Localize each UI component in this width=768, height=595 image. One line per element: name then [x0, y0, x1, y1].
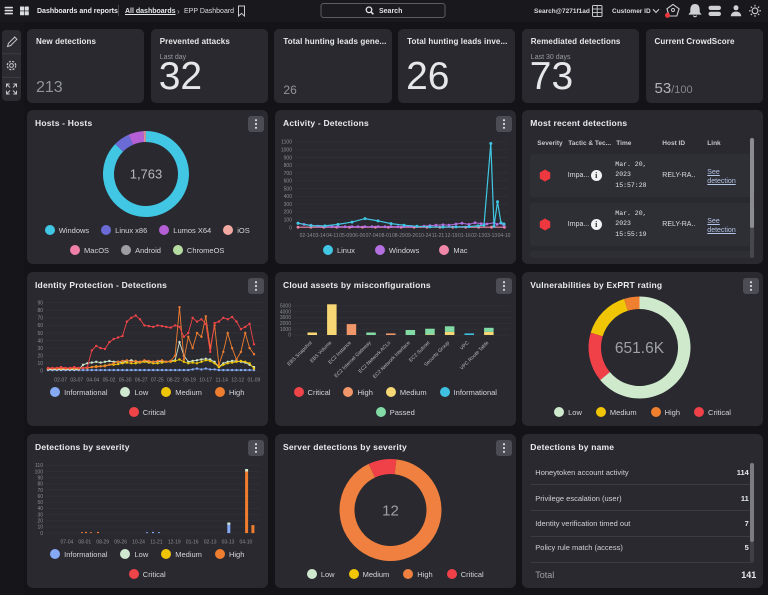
svg-text:02-13: 02-13: [204, 540, 217, 546]
svg-text:70: 70: [37, 488, 43, 494]
svg-text:500: 500: [284, 186, 293, 192]
svg-text:EBS Snapshot: EBS Snapshot: [286, 340, 314, 368]
svg-text:09-19: 09-19: [183, 378, 196, 384]
svg-text:10-17: 10-17: [199, 378, 212, 384]
svg-text:900: 900: [284, 155, 293, 161]
svg-text:0: 0: [40, 369, 43, 375]
svg-text:400: 400: [284, 194, 293, 200]
svg-text:1100: 1100: [281, 140, 292, 146]
svg-text:0: 0: [288, 333, 291, 339]
svg-text:90: 90: [37, 475, 43, 481]
svg-text:3000: 3000: [280, 315, 291, 321]
svg-text:50: 50: [37, 331, 43, 337]
svg-text:80: 80: [37, 482, 43, 488]
svg-text:01-16: 01-16: [458, 233, 471, 239]
svg-text:100: 100: [35, 469, 44, 475]
svg-text:1000: 1000: [281, 148, 292, 154]
svg-text:07-04: 07-04: [366, 233, 379, 239]
svg-text:70: 70: [37, 316, 43, 322]
svg-text:20: 20: [37, 519, 43, 525]
svg-text:08-22: 08-22: [167, 378, 180, 384]
svg-text:4000: 4000: [280, 309, 291, 315]
svg-text:1000: 1000: [280, 327, 291, 333]
svg-text:60: 60: [37, 323, 43, 329]
svg-text:02-07: 02-07: [54, 378, 67, 384]
svg-text:10: 10: [37, 525, 43, 531]
svg-text:5000: 5000: [280, 304, 291, 310]
svg-text:06-06: 06-06: [352, 233, 365, 239]
svg-text:700: 700: [284, 171, 293, 177]
svg-text:30: 30: [37, 512, 43, 518]
svg-text:04-04: 04-04: [87, 378, 100, 384]
svg-text:04-10: 04-10: [240, 540, 253, 546]
svg-text:09-26: 09-26: [114, 540, 127, 546]
svg-text:10-24: 10-24: [418, 233, 431, 239]
svg-text:04-11: 04-11: [326, 233, 339, 239]
svg-text:20: 20: [37, 354, 43, 360]
svg-text:100: 100: [284, 218, 293, 224]
svg-text:12-19: 12-19: [445, 233, 458, 239]
svg-text:08-29: 08-29: [96, 540, 109, 546]
svg-text:EC2 Network Interface: EC2 Network Interface: [372, 340, 412, 380]
svg-text:800: 800: [284, 163, 293, 169]
svg-text:03-13: 03-13: [484, 233, 497, 239]
svg-text:05-02: 05-02: [103, 378, 116, 384]
svg-text:05-09: 05-09: [339, 233, 352, 239]
svg-text:05-30: 05-30: [119, 378, 132, 384]
svg-text:80: 80: [37, 308, 43, 314]
svg-text:10-24: 10-24: [132, 540, 145, 546]
svg-text:03-13: 03-13: [222, 540, 235, 546]
svg-text:50: 50: [37, 500, 43, 506]
svg-text:2000: 2000: [280, 321, 291, 327]
svg-text:01-16: 01-16: [186, 540, 199, 546]
svg-text:12-12: 12-12: [231, 378, 244, 384]
svg-text:200: 200: [284, 210, 293, 216]
svg-text:01-09: 01-09: [248, 378, 261, 384]
svg-text:07-25: 07-25: [151, 378, 164, 384]
svg-text:11-21: 11-21: [150, 540, 163, 546]
svg-text:04-10: 04-10: [498, 233, 511, 239]
svg-text:1,763: 1,763: [130, 167, 163, 182]
svg-text:12: 12: [382, 503, 399, 520]
svg-text:02-14: 02-14: [300, 233, 313, 239]
svg-text:08-01: 08-01: [78, 540, 91, 546]
svg-text:651.6K: 651.6K: [615, 340, 665, 357]
svg-text:03-07: 03-07: [70, 378, 83, 384]
svg-text:90: 90: [37, 300, 43, 306]
svg-text:02-13: 02-13: [471, 233, 484, 239]
svg-text:11-14: 11-14: [215, 378, 228, 384]
svg-text:600: 600: [284, 179, 293, 185]
svg-text:VPC: VPC: [459, 340, 471, 352]
svg-text:10: 10: [37, 361, 43, 367]
svg-text:0: 0: [289, 225, 292, 231]
svg-text:09-26: 09-26: [405, 233, 418, 239]
svg-text:110: 110: [35, 463, 43, 469]
svg-text:06-27: 06-27: [135, 378, 148, 384]
svg-text:07-04: 07-04: [61, 540, 74, 546]
svg-text:40: 40: [37, 338, 43, 344]
svg-text:40: 40: [37, 506, 43, 512]
svg-text:11-21: 11-21: [432, 233, 445, 239]
svg-text:EC2 Internet Gateway: EC2 Internet Gateway: [333, 340, 372, 379]
svg-text:03-14: 03-14: [313, 233, 326, 239]
svg-text:300: 300: [284, 202, 293, 208]
svg-text:12-19: 12-19: [168, 540, 181, 546]
svg-text:30: 30: [37, 346, 43, 352]
svg-text:60: 60: [37, 494, 43, 500]
svg-text:08-01: 08-01: [379, 233, 392, 239]
svg-text:08-29: 08-29: [392, 233, 405, 239]
svg-text:0: 0: [40, 531, 43, 537]
